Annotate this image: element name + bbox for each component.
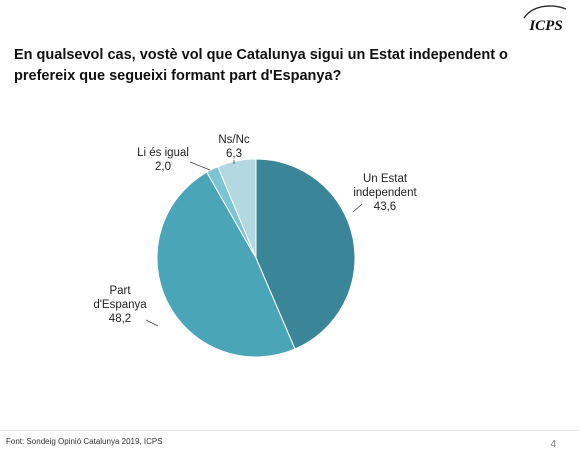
slice-label-2: Li és igual 2,0 <box>137 147 189 173</box>
leader-line-1 <box>145 319 159 327</box>
slice-label-1: Part d'Espanya 48,2 <box>93 285 147 325</box>
pie-slice-3 <box>217 158 257 259</box>
footer-divider <box>0 430 580 431</box>
source-note: Font: Sondeig Opinió Catalunya 2019, ICP… <box>6 437 163 446</box>
logo-text: ICPS <box>528 18 562 34</box>
slice-label-0: Un Estat independent 43,6 <box>353 173 417 213</box>
icps-logo: ICPS <box>523 5 567 34</box>
logo-arc <box>523 5 567 19</box>
slice-label-3: Ns/Nc 6,3 <box>218 134 250 160</box>
pie-slice-1 <box>156 171 296 358</box>
leader-line-0 <box>352 203 363 213</box>
pie-slice-0 <box>255 158 356 350</box>
leader-line-2 <box>189 161 211 171</box>
chart-title: En qualsevol cas, vostè vol que Cataluny… <box>14 47 508 84</box>
page-number: 4 <box>550 439 556 450</box>
